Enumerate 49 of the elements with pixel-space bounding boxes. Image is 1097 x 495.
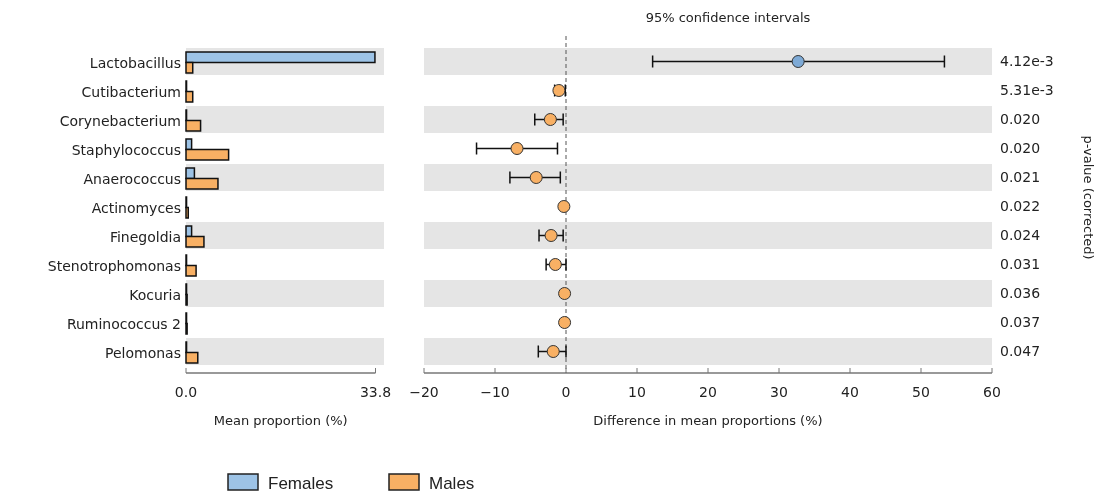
y-tick-label: Finegoldia bbox=[109, 228, 181, 245]
y-tick-label: Pelomonas bbox=[105, 344, 181, 361]
point bbox=[791, 55, 805, 68]
point bbox=[546, 345, 560, 358]
y-tick-label: Cutibacterium bbox=[81, 83, 181, 100]
y2-tick-label: 0.037 bbox=[1000, 313, 1041, 330]
y2-axis-title: p-value (corrected) bbox=[1081, 135, 1096, 260]
y-tick-label: Stenotrophomonas bbox=[47, 257, 181, 274]
x-axis-title: Difference in mean proportions (%) bbox=[593, 413, 823, 428]
y2-tick-label: 0.022 bbox=[1000, 197, 1041, 214]
legend-label: Males bbox=[429, 474, 475, 493]
x-tick-label: 20 bbox=[699, 384, 717, 400]
y2-tick-label: 0.020 bbox=[1000, 110, 1041, 127]
x-tick-label: 60 bbox=[983, 384, 1001, 400]
point bbox=[510, 142, 524, 155]
y-tick-label: Lactobacillus bbox=[89, 54, 181, 71]
y2-tick-label: 0.031 bbox=[1000, 255, 1041, 272]
x-tick-label: 50 bbox=[912, 384, 930, 400]
x-tick-label: −20 bbox=[409, 384, 439, 400]
x-tick-label: 0 bbox=[561, 384, 571, 400]
y2-tick-label: 0.021 bbox=[1000, 168, 1041, 185]
point bbox=[529, 171, 543, 184]
y-tick-label: Kocuria bbox=[129, 286, 181, 303]
y-tick-label: Actinomyces bbox=[91, 199, 181, 216]
point bbox=[544, 229, 558, 242]
y-tick-label: Ruminococcus 2 bbox=[66, 315, 181, 332]
y2-tick-label: 0.047 bbox=[1000, 342, 1041, 359]
x-axis-title: Mean proportion (%) bbox=[213, 413, 348, 428]
y2-tick-label: 0.036 bbox=[1000, 284, 1041, 301]
point bbox=[543, 113, 557, 126]
x-tick-label: 10 bbox=[628, 384, 646, 400]
legend-label: Females bbox=[268, 474, 334, 493]
x-tick-label: 33.8 bbox=[359, 384, 392, 400]
x-tick-label: −10 bbox=[480, 384, 510, 400]
y-tick-label: Anaerococcus bbox=[83, 170, 181, 187]
point bbox=[558, 316, 572, 329]
point bbox=[557, 200, 571, 213]
y2-tick-label: 4.12e-3 bbox=[1000, 52, 1054, 69]
y-tick-label: Corynebacterium bbox=[59, 112, 181, 129]
y2-tick-label: 0.024 bbox=[1000, 226, 1041, 243]
y2-tick-label: 0.020 bbox=[1000, 139, 1041, 156]
x-tick-label: 40 bbox=[841, 384, 859, 400]
point bbox=[558, 287, 572, 300]
point bbox=[548, 258, 562, 271]
x-tick-label: 0.0 bbox=[174, 384, 198, 400]
x-tick-label: 30 bbox=[770, 384, 788, 400]
chart-title: 95% confidence intervals bbox=[645, 10, 811, 25]
y2-tick-label: 5.31e-3 bbox=[1000, 81, 1054, 98]
y-tick-label: Staphylococcus bbox=[71, 141, 181, 158]
